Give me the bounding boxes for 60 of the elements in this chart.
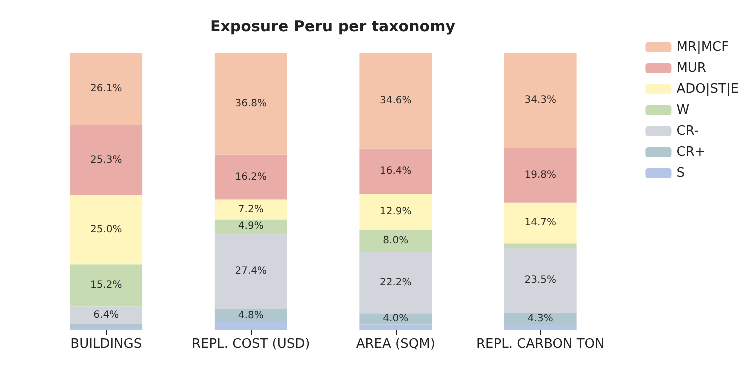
data-label: 8.0% <box>383 236 409 247</box>
data-label: 36.8% <box>235 98 268 110</box>
x-tick-label: REPL. COST (USD) <box>192 337 310 352</box>
x-tick-label: BUILDINGS <box>70 337 142 352</box>
legend-label: ADO|ST|E <box>676 82 740 97</box>
data-label: 22.2% <box>380 277 412 288</box>
bar <box>504 313 577 326</box>
bar <box>360 148 432 194</box>
data-label: 4.9% <box>238 221 264 232</box>
bar <box>214 322 288 330</box>
bar <box>70 306 143 324</box>
chart-title: Exposure Peru per taxonomy <box>210 18 456 36</box>
data-label: 4.8% <box>238 310 264 322</box>
bar <box>70 264 143 307</box>
data-label: 4.0% <box>383 314 409 325</box>
bar <box>214 53 288 155</box>
bar <box>214 309 288 323</box>
bar <box>214 233 288 310</box>
data-label: 23.5% <box>524 275 557 286</box>
legend-label: S <box>676 166 685 181</box>
bar <box>360 252 432 314</box>
bar <box>504 244 577 248</box>
bar <box>360 53 432 149</box>
bar <box>70 324 143 328</box>
bar <box>214 220 288 234</box>
legend-label: MR|MCF <box>676 40 730 55</box>
legend-label: CR- <box>676 124 700 139</box>
data-label: 16.4% <box>380 166 412 178</box>
bar <box>70 53 143 126</box>
data-label: 15.2% <box>90 280 122 292</box>
data-label: 27.4% <box>235 266 268 277</box>
bar <box>360 324 432 330</box>
bar <box>360 230 432 252</box>
bar <box>504 202 577 244</box>
legend-label: CR+ <box>676 145 706 160</box>
data-label: 19.8% <box>524 170 557 181</box>
data-label: 34.6% <box>380 95 412 106</box>
data-label: 25.3% <box>90 154 122 166</box>
data-label: 7.2% <box>238 204 264 216</box>
bar <box>214 154 288 200</box>
data-label: 14.7% <box>524 218 557 229</box>
data-label: 25.0% <box>90 224 122 236</box>
legend-label: MUR <box>676 61 706 76</box>
bar <box>504 148 577 203</box>
bar <box>504 325 577 330</box>
bar <box>70 195 143 265</box>
bar <box>504 248 577 314</box>
data-label: 16.2% <box>235 172 268 183</box>
bar <box>214 200 288 220</box>
data-label: 12.9% <box>380 206 412 218</box>
data-label: 6.4% <box>94 310 120 322</box>
bar <box>70 125 143 196</box>
legend-label: W <box>676 103 690 118</box>
data-label: 4.3% <box>528 314 554 325</box>
x-tick-label: REPL. CARBON TON <box>476 337 605 352</box>
bar <box>504 53 577 148</box>
bar <box>360 194 432 230</box>
data-label: 26.1% <box>90 84 122 95</box>
x-tick-label: AREA (SQM) <box>356 337 436 352</box>
data-label: 34.3% <box>524 95 557 106</box>
